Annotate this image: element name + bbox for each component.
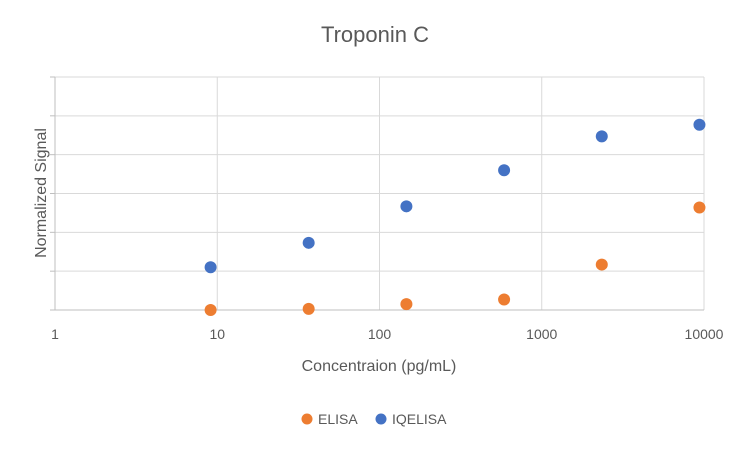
elisa-point — [400, 298, 413, 311]
elisa-point — [595, 258, 608, 271]
legend-label-elisa: ELISA — [318, 411, 358, 427]
legend-label-iqelisa: IQELISA — [392, 411, 447, 427]
data-points — [204, 118, 706, 316]
legend-marker-elisa — [301, 413, 313, 425]
x-tick-label: 1 — [51, 326, 59, 342]
x-tick-label: 10000 — [685, 326, 724, 342]
x-tick-label: 100 — [368, 326, 392, 342]
x-tick-label: 1000 — [526, 326, 557, 342]
iqelisa-point — [400, 200, 413, 213]
elisa-point — [498, 293, 511, 306]
x-axis-title: Concentraion (pg/mL) — [302, 358, 457, 375]
iqelisa-point — [204, 261, 217, 274]
x-tick-label: 10 — [209, 326, 225, 342]
axes — [50, 76, 704, 311]
legend-marker-iqelisa — [375, 413, 387, 425]
iqelisa-point — [302, 236, 315, 249]
elisa-point — [302, 302, 315, 315]
legend: ELISA IQELISA — [301, 411, 447, 427]
grid-lines — [54, 76, 705, 310]
chart-title: Troponin C — [321, 22, 429, 47]
iqelisa-point — [498, 164, 511, 177]
elisa-point — [204, 304, 217, 316]
y-axis-title: Normalized Signal — [33, 128, 50, 258]
iqelisa-point — [595, 130, 608, 143]
x-tick-labels: 1 10 100 1000 10000 — [51, 326, 724, 342]
iqelisa-point — [693, 118, 706, 131]
elisa-point — [693, 201, 706, 214]
